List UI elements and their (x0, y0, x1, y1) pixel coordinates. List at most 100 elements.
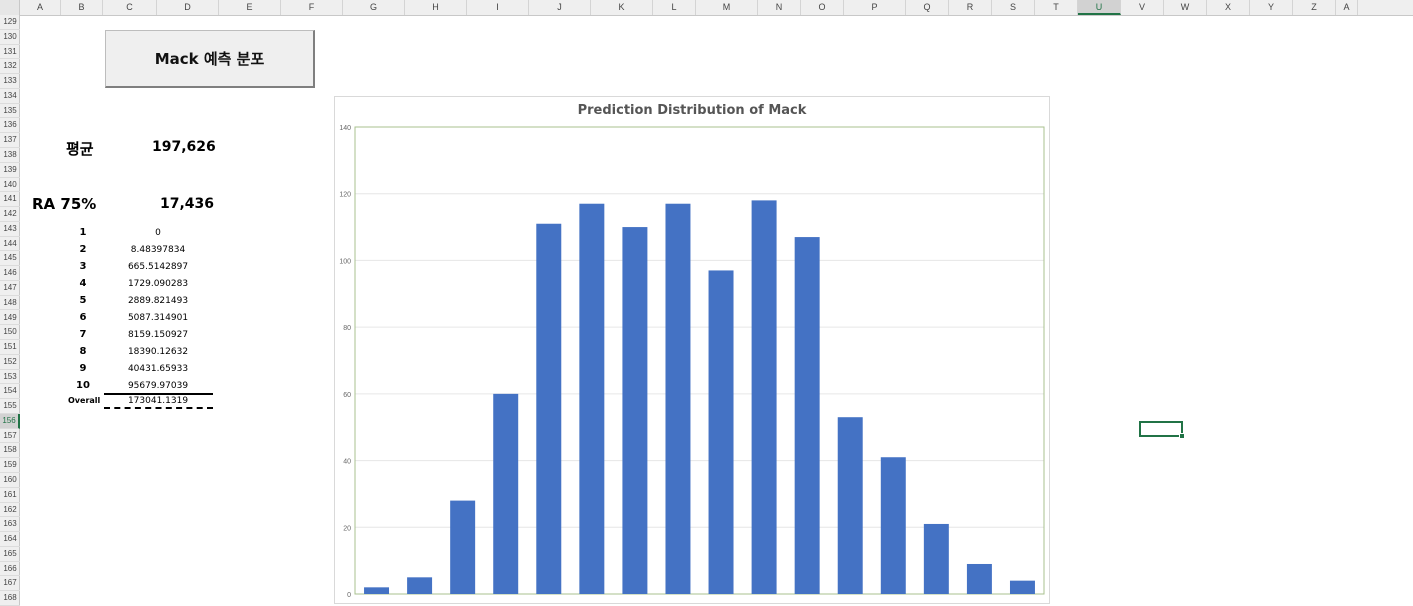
y-tick-label: 20 (343, 525, 351, 532)
bar-7[interactable] (622, 227, 648, 595)
column-header-x[interactable]: X (1207, 0, 1250, 15)
row-header-165[interactable]: 165 (0, 547, 20, 562)
column-header-y[interactable]: Y (1250, 0, 1293, 15)
row-header-144[interactable]: 144 (0, 237, 20, 252)
rank-cell: 10 (76, 380, 90, 391)
row-header-140[interactable]: 140 (0, 178, 20, 193)
column-header-d[interactable]: D (157, 0, 219, 15)
fill-handle[interactable] (1179, 433, 1185, 439)
column-header-i[interactable]: I (467, 0, 529, 15)
row-header-135[interactable]: 135 (0, 104, 20, 119)
column-header-a[interactable]: A (1336, 0, 1358, 15)
row-header-139[interactable]: 139 (0, 163, 20, 178)
row-header-134[interactable]: 134 (0, 89, 20, 104)
column-header-e[interactable]: E (219, 0, 281, 15)
column-header-s[interactable]: S (992, 0, 1035, 15)
row-header-167[interactable]: 167 (0, 576, 20, 592)
row-header-156[interactable]: 156 (0, 413, 20, 429)
column-header-q[interactable]: Q (906, 0, 949, 15)
row-header-131[interactable]: 131 (0, 45, 20, 60)
row-header-146[interactable]: 146 (0, 266, 20, 281)
column-header-c[interactable]: C (103, 0, 157, 15)
value-cell: 665.5142897 (127, 262, 189, 272)
column-header-f[interactable]: F (281, 0, 343, 15)
value-cell: 40431.65933 (127, 364, 189, 374)
column-header-h[interactable]: H (405, 0, 467, 15)
row-header-164[interactable]: 164 (0, 532, 20, 547)
column-header-l[interactable]: L (653, 0, 696, 15)
row-header-141[interactable]: 141 (0, 192, 20, 208)
overall-value: 173041.1319 (127, 396, 189, 406)
column-header-v[interactable]: V (1121, 0, 1164, 15)
bar-6[interactable] (579, 203, 605, 594)
row-header-132[interactable]: 132 (0, 59, 20, 75)
chart-plot-svg: 0 20 40 60 80 100 120 140 (339, 125, 1045, 599)
rank-cell: 4 (79, 278, 87, 289)
row-header-133[interactable]: 133 (0, 74, 20, 89)
active-cell-U156[interactable] (1139, 421, 1183, 437)
column-header-n[interactable]: N (758, 0, 801, 15)
row-header-150[interactable]: 150 (0, 325, 20, 341)
bar-4[interactable] (493, 393, 519, 594)
row-header-152[interactable]: 152 (0, 355, 20, 370)
row-header-166[interactable]: 166 (0, 562, 20, 577)
column-header-o[interactable]: O (801, 0, 844, 15)
bar-3[interactable] (450, 500, 476, 594)
row-header-161[interactable]: 161 (0, 488, 20, 503)
column-header-r[interactable]: R (949, 0, 992, 15)
row-header-130[interactable]: 130 (0, 30, 20, 45)
column-header-p[interactable]: P (844, 0, 906, 15)
y-tick-label: 100 (339, 258, 351, 265)
row-header-145[interactable]: 145 (0, 251, 20, 267)
row-header-153[interactable]: 153 (0, 370, 20, 385)
prediction-distribution-chart[interactable]: Prediction Distribution of Mack 0 20 40 60 8… (334, 96, 1050, 604)
row-header-137[interactable]: 137 (0, 133, 20, 148)
row-header-159[interactable]: 159 (0, 458, 20, 474)
row-header-154[interactable]: 154 (0, 384, 20, 400)
bar-9[interactable] (708, 270, 734, 594)
row-header-142[interactable]: 142 (0, 207, 20, 222)
column-header-b[interactable]: B (61, 0, 103, 15)
value-cell: 95679.97039 (127, 381, 189, 391)
column-header-z[interactable]: Z (1293, 0, 1336, 15)
column-header-t[interactable]: T (1035, 0, 1078, 15)
mack-distribution-button[interactable]: Mack 예측 분포 (105, 30, 315, 88)
bar-2[interactable] (407, 577, 433, 594)
bar-8[interactable] (665, 203, 691, 594)
row-header-147[interactable]: 147 (0, 281, 20, 296)
row-header-129[interactable]: 129 (0, 15, 20, 30)
row-header-158[interactable]: 158 (0, 443, 20, 459)
bar-16[interactable] (1009, 580, 1035, 594)
ra-label: RA 75% (32, 195, 97, 213)
bar-13[interactable] (880, 457, 906, 594)
column-header-j[interactable]: J (529, 0, 591, 15)
column-header-m[interactable]: M (696, 0, 758, 15)
row-header-148[interactable]: 148 (0, 296, 20, 311)
bar-12[interactable] (837, 417, 863, 594)
row-header-143[interactable]: 143 (0, 222, 20, 237)
row-header-162[interactable]: 162 (0, 503, 20, 518)
bar-14[interactable] (923, 523, 949, 594)
row-header-157[interactable]: 157 (0, 429, 20, 444)
row-header-155[interactable]: 155 (0, 399, 20, 414)
bar-11[interactable] (794, 237, 820, 595)
y-tick-label: 0 (347, 592, 351, 599)
bar-1[interactable] (364, 587, 390, 594)
bar-15[interactable] (966, 563, 992, 594)
column-header-g[interactable]: G (343, 0, 405, 15)
column-header-u[interactable]: U (1078, 0, 1121, 15)
row-header-138[interactable]: 138 (0, 148, 20, 163)
bar-10[interactable] (751, 200, 777, 594)
row-header-151[interactable]: 151 (0, 340, 20, 355)
select-all-corner[interactable] (0, 0, 20, 15)
row-header-163[interactable]: 163 (0, 517, 20, 533)
column-header-a[interactable]: A (20, 0, 61, 15)
row-header-160[interactable]: 160 (0, 473, 20, 488)
bar-5[interactable] (536, 223, 562, 594)
column-header-k[interactable]: K (591, 0, 653, 15)
column-header-w[interactable]: W (1164, 0, 1207, 15)
row-header-168[interactable]: 168 (0, 591, 20, 606)
row-header-149[interactable]: 149 (0, 311, 20, 326)
row-header-136[interactable]: 136 (0, 118, 20, 134)
